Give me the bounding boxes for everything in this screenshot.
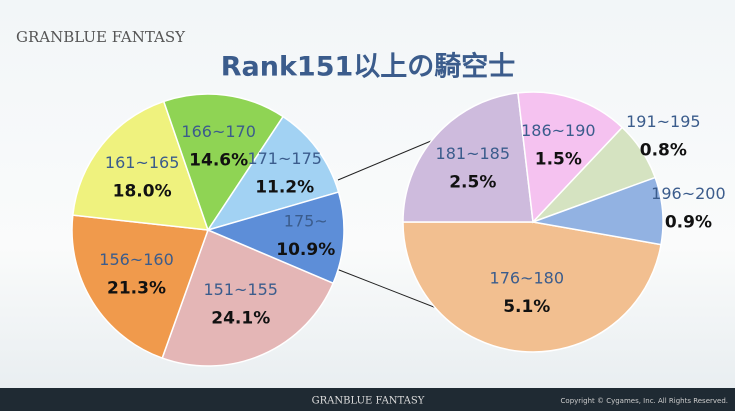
slice-label: 196~200 (651, 184, 725, 203)
slice-label: 171~175 (247, 149, 321, 168)
value-label: 18.0% (113, 181, 172, 201)
value-label: 2.5% (449, 172, 496, 192)
slice-label: 151~155 (204, 280, 278, 299)
footer-bar (0, 388, 735, 411)
value-label: 14.6% (189, 150, 248, 170)
slice-label: 191~195 (626, 112, 700, 131)
pie-slice (71, 214, 210, 360)
value-label: 11.2% (255, 178, 314, 198)
pie-slice (402, 92, 534, 223)
value-label: 0.9% (665, 212, 712, 232)
value-label: 21.3% (107, 279, 166, 299)
logo: GRANBLUE FANTASY (16, 28, 186, 46)
slice-label: 156~160 (99, 250, 173, 269)
footer-logo: GRANBLUE FANTASY (312, 396, 425, 407)
slice-label: 186~190 (521, 121, 595, 140)
pie-slice (206, 115, 340, 232)
pie-slice (161, 228, 335, 367)
chart-title: Rank151以上の騎空士 (221, 51, 516, 83)
pie-slice (530, 176, 664, 246)
pie-slice (162, 93, 285, 232)
pie-slice (205, 191, 345, 285)
value-label: 10.9% (276, 240, 335, 260)
value-label: 24.1% (211, 309, 270, 329)
value-label: 1.5% (535, 149, 582, 169)
slice-label: 181~185 (436, 144, 510, 163)
value-label: 5.1% (503, 297, 550, 317)
slice-label: 176~180 (490, 269, 564, 288)
copyright: Copyright © Cygames, Inc. All Rights Res… (561, 397, 728, 405)
slice-label: 166~170 (181, 122, 255, 141)
pie-slice (517, 91, 624, 224)
value-label: 0.8% (640, 140, 687, 160)
slice-label: 161~165 (105, 153, 179, 172)
pie-slice (402, 221, 662, 353)
slice-label: 175~ (284, 211, 328, 230)
